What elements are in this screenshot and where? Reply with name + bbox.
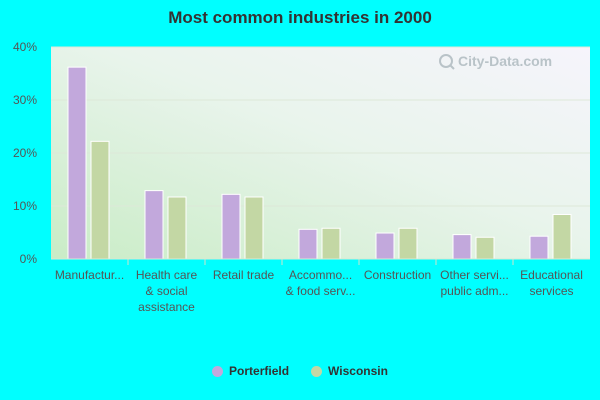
x-tick-label: Health care & social assistance: [136, 268, 198, 314]
chart-title: Most common industries in 2000: [168, 8, 432, 27]
bar-wisconsin-0[interactable]: [90, 140, 110, 260]
legend: Porterfield Wisconsin: [0, 364, 600, 378]
bar-porterfield-1[interactable]: [144, 190, 164, 260]
legend-swatch-porterfield: [212, 365, 224, 377]
bar-porterfield-2[interactable]: [221, 193, 241, 260]
y-tick-label: 30%: [13, 93, 37, 107]
bar-wisconsin-3[interactable]: [321, 227, 341, 260]
legend-label-porterfield: Porterfield: [229, 364, 290, 378]
bar-wisconsin-6[interactable]: [552, 213, 572, 260]
x-tick-label: Construction: [364, 268, 431, 282]
y-tick-label: 20%: [13, 146, 37, 160]
legend-item-wisconsin: Wisconsin: [311, 364, 388, 378]
watermark-search-icon: [439, 54, 453, 68]
bar-wisconsin-2[interactable]: [244, 196, 264, 260]
x-tick-label: Retail trade: [213, 268, 275, 282]
bar-porterfield-4[interactable]: [375, 232, 395, 260]
x-tick-label: Other servi... public adm...: [440, 268, 509, 298]
x-tick-label: Educational services: [520, 268, 583, 298]
x-tick-label: Manufactur...: [55, 268, 124, 282]
y-tick-label: 10%: [13, 199, 37, 213]
bar-wisconsin-5[interactable]: [475, 236, 495, 260]
watermark-text: City-Data.com: [458, 53, 552, 69]
legend-swatch-wisconsin: [311, 365, 323, 377]
x-tick-label: Accommo... & food serv...: [286, 268, 356, 298]
y-tick-label: 40%: [13, 40, 37, 54]
bar-porterfield-3[interactable]: [298, 228, 318, 260]
y-tick-label: 0%: [20, 252, 38, 266]
legend-item-porterfield: Porterfield: [212, 364, 289, 378]
bar-porterfield-5[interactable]: [452, 234, 472, 260]
watermark: City-Data.com: [439, 53, 552, 70]
bar-porterfield-6[interactable]: [529, 235, 549, 260]
bar-porterfield-0[interactable]: [67, 66, 87, 260]
bar-wisconsin-1[interactable]: [167, 196, 187, 260]
legend-label-wisconsin: Wisconsin: [328, 364, 388, 378]
bar-wisconsin-4[interactable]: [398, 227, 418, 260]
